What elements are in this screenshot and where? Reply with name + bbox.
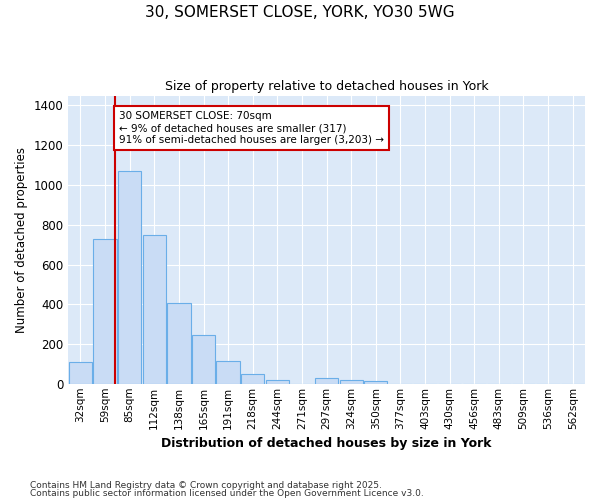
Bar xyxy=(167,304,191,384)
Bar xyxy=(266,380,289,384)
Text: 30, SOMERSET CLOSE, YORK, YO30 5WG: 30, SOMERSET CLOSE, YORK, YO30 5WG xyxy=(145,5,455,20)
Text: Contains public sector information licensed under the Open Government Licence v3: Contains public sector information licen… xyxy=(30,488,424,498)
Bar xyxy=(217,361,240,384)
X-axis label: Distribution of detached houses by size in York: Distribution of detached houses by size … xyxy=(161,437,492,450)
Y-axis label: Number of detached properties: Number of detached properties xyxy=(15,146,28,332)
Bar xyxy=(192,335,215,384)
Title: Size of property relative to detached houses in York: Size of property relative to detached ho… xyxy=(165,80,488,93)
Bar xyxy=(94,238,117,384)
Bar xyxy=(118,171,142,384)
Bar xyxy=(315,378,338,384)
Bar xyxy=(364,381,388,384)
Bar xyxy=(241,374,265,384)
Bar xyxy=(143,234,166,384)
Text: Contains HM Land Registry data © Crown copyright and database right 2025.: Contains HM Land Registry data © Crown c… xyxy=(30,481,382,490)
Bar xyxy=(69,362,92,384)
Text: 30 SOMERSET CLOSE: 70sqm
← 9% of detached houses are smaller (317)
91% of semi-d: 30 SOMERSET CLOSE: 70sqm ← 9% of detache… xyxy=(119,112,384,144)
Bar xyxy=(340,380,363,384)
